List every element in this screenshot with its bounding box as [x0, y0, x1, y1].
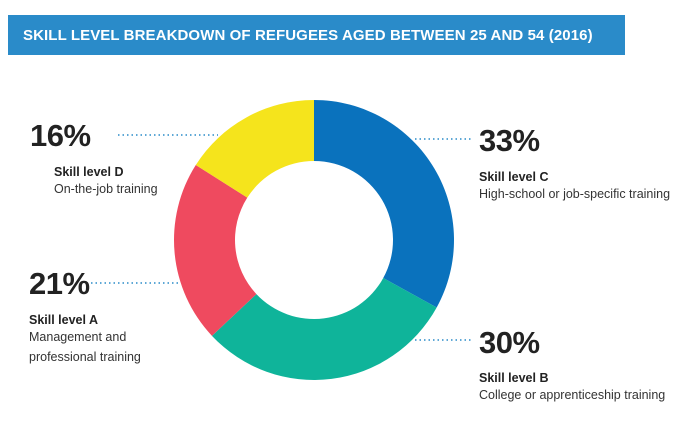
skill-d-description: On-the-job training — [54, 182, 158, 196]
skill-b-label: Skill level B — [479, 371, 549, 385]
donut-slice-skill-level-d — [195, 100, 314, 198]
skill-a-percent: 21% — [29, 266, 90, 301]
donut-slice-skill-level-a — [173, 164, 257, 336]
donut-slice-skill-level-c — [314, 100, 454, 308]
skill-b-description: College or apprenticeship training — [479, 388, 666, 402]
skill-d-label: Skill level D — [54, 165, 124, 179]
skill-a-label: Skill level A — [29, 313, 99, 327]
skill-c-description: High-school or job-specific training — [479, 187, 671, 201]
skill-a-description: Management and professional training — [29, 330, 141, 364]
chart-title: SKILL LEVEL BREAKDOWN OF REFUGEES AGED B… — [23, 26, 593, 44]
skill-c-percent: 33% — [479, 123, 540, 158]
donut-slice-skill-level-b — [211, 278, 437, 380]
skill-c-label: Skill level C — [479, 170, 549, 184]
chart-title-banner: SKILL LEVEL BREAKDOWN OF REFUGEES AGED B… — [8, 15, 625, 55]
skill-d-percent: 16% — [30, 118, 91, 153]
skill-b-percent: 30% — [479, 325, 540, 360]
